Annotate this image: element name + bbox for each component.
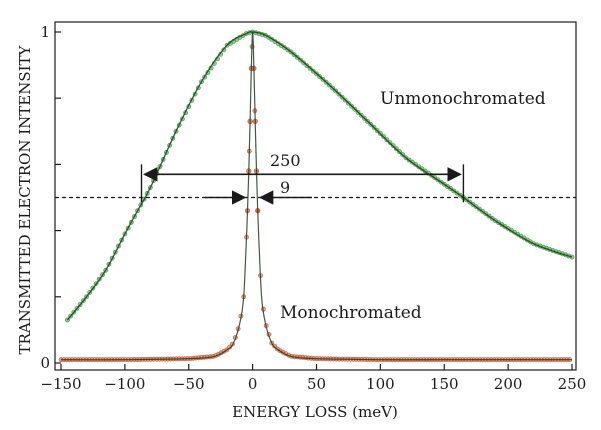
monochromated-line [60, 31, 572, 361]
series-layer [58, 29, 575, 363]
axis-ticks: −150 −100 −50 0 50 100 150 200 250 0 1 [40, 23, 586, 393]
x-tick-label: 100 [366, 375, 395, 393]
fwhm-annotations [140, 164, 465, 205]
x-axis-title: ENERGY LOSS (meV) [232, 403, 398, 421]
x-tick-label: −150 [40, 375, 81, 393]
x-tick-label: 150 [430, 375, 459, 393]
x-tick-label: 250 [558, 375, 587, 393]
plot-frame [54, 21, 577, 371]
unmonochromated-label: Unmonochromated [380, 89, 546, 109]
x-tick-label: −50 [173, 375, 205, 393]
monochromated-label: Monochromated [280, 303, 422, 323]
monochromated-series [58, 31, 573, 363]
x-tick-label: 0 [248, 375, 258, 393]
x-tick-label: 200 [494, 375, 523, 393]
y-tick-label: 1 [40, 23, 50, 41]
fwhm-unmonochromated-value: 250 [270, 151, 301, 170]
y-tick-label: 0 [40, 354, 50, 372]
x-tick-label: 50 [307, 375, 326, 393]
x-tick-label: −100 [104, 375, 145, 393]
y-axis-title: TRANSMITTED ELECTRON INTENSITY [16, 44, 34, 354]
fwhm-monochromated-value: 9 [280, 178, 290, 197]
